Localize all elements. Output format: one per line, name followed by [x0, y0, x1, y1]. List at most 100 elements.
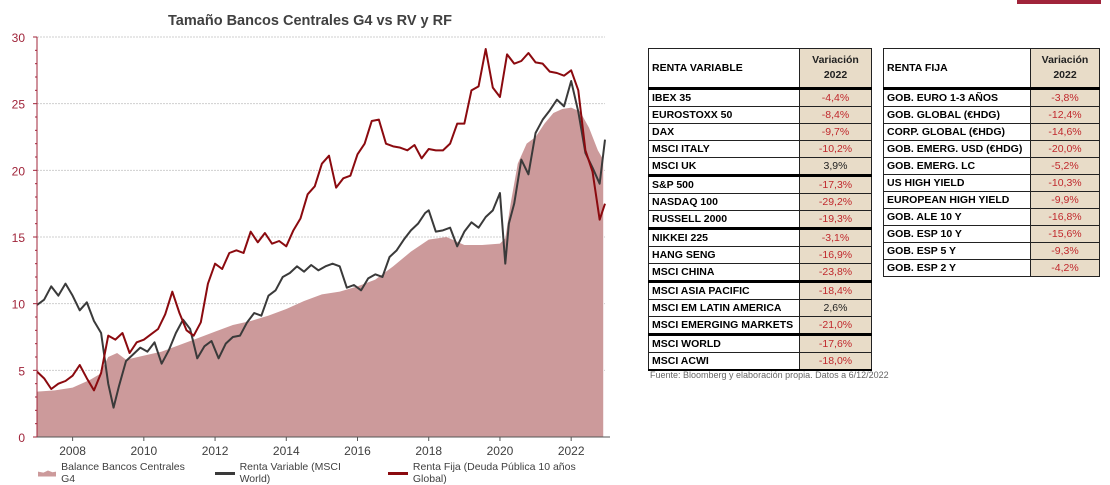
row-value: -19,3% [799, 210, 872, 230]
header-line: Variación [1041, 54, 1089, 66]
table-row: S&P 500 -17,3% [648, 175, 872, 194]
table-row: MSCI ITALY -10,2% [648, 140, 872, 158]
legend-item-renta-variable: Renta Variable (MSCI World) [214, 461, 362, 485]
row-label: GOB. ALE 10 Y [883, 208, 1031, 226]
header-line: 2022 [1053, 69, 1077, 81]
y-tick-label: 25 [12, 98, 26, 112]
table-row: GOB. ESP 10 Y -15,6% [883, 225, 1100, 243]
header-line: Variación [812, 54, 859, 66]
row-value: -21,0% [799, 316, 872, 336]
area-series-balance [37, 107, 604, 438]
legend-swatch-line [214, 471, 235, 475]
row-label: IBEX 35 [648, 88, 800, 107]
column-header-label: RENTA VARIABLE [648, 48, 800, 90]
row-value: -4,2% [1030, 259, 1100, 277]
row-value: -23,8% [799, 263, 872, 283]
legend-swatch-area [38, 470, 57, 477]
row-label: GOB. GLOBAL (€HDG) [883, 106, 1031, 124]
row-value: -15,6% [1030, 225, 1100, 243]
x-tick-label: 2020 [487, 444, 514, 458]
row-value: -20,0% [1030, 140, 1100, 158]
row-value: -10,3% [1030, 174, 1100, 192]
row-label: MSCI CHINA [648, 263, 800, 283]
row-label: GOB. EMERG. USD (€HDG) [883, 140, 1031, 158]
legend-swatch-line [387, 471, 408, 475]
column-header-variation: Variación 2022 [799, 48, 872, 90]
row-label: HANG SENG [648, 246, 800, 264]
table-row: EUROPEAN HIGH YIELD -9,9% [883, 191, 1100, 209]
row-label: GOB. EMERG. LC [883, 157, 1031, 175]
column-header-variation: Variación 2022 [1030, 48, 1100, 90]
row-label: NIKKEI 225 [648, 228, 800, 247]
line-series-renta-fija [36, 48, 606, 392]
table-header-row: RENTA FIJA Variación 2022 [883, 48, 1100, 90]
chart-legend: Balance Bancos Centrales G4 Renta Variab… [38, 461, 620, 485]
row-label: MSCI ACWI [648, 352, 800, 371]
table-row: GOB. ESP 2 Y -4,2% [883, 259, 1100, 277]
row-label: CORP. GLOBAL (€HDG) [883, 123, 1031, 141]
row-label: S&P 500 [648, 175, 800, 194]
table-row: MSCI WORLD -17,6% [648, 334, 872, 353]
row-label: MSCI ASIA PACIFIC [648, 281, 800, 300]
row-value: -9,7% [799, 123, 872, 141]
row-label: NASDAQ 100 [648, 193, 800, 211]
y-tick-label: 30 [12, 31, 26, 45]
table-row: MSCI ACWI -18,0% [648, 352, 872, 371]
table-row: MSCI EM LATIN AMERICA 2,6% [648, 299, 872, 317]
line-chart: 0 5 10 15 20 25 30 2008 2010 2012 2014 2016 2018 2020… [12, 31, 610, 458]
legend-label: Renta Fija (Deuda Pública 10 años Global… [412, 461, 576, 485]
x-tick-label: 2012 [202, 444, 229, 458]
row-value: -8,4% [799, 106, 872, 124]
table-row: GOB. GLOBAL (€HDG) -12,4% [883, 106, 1100, 124]
row-value: -12,4% [1030, 106, 1100, 124]
row-label: RUSSELL 2000 [648, 210, 800, 230]
column-header-label: RENTA FIJA [883, 48, 1031, 90]
table-row: IBEX 35 -4,4% [648, 88, 872, 107]
row-label: EUROSTOXX 50 [648, 106, 800, 124]
row-value: 3,9% [799, 157, 872, 177]
y-tick-label: 15 [12, 231, 26, 245]
row-label: MSCI EM LATIN AMERICA [648, 299, 800, 317]
row-value: -9,3% [1030, 242, 1100, 260]
line-series-renta-variable [36, 80, 606, 409]
row-label: US HIGH YIELD [883, 174, 1031, 192]
row-label: MSCI WORLD [648, 334, 800, 353]
row-value: -5,2% [1030, 157, 1100, 175]
x-tick-label: 2018 [415, 444, 442, 458]
source-note: Fuente: Bloomberg y elaboración propia. … [650, 370, 889, 380]
y-tick-label: 0 [18, 431, 25, 445]
row-value: -9,9% [1030, 191, 1100, 209]
row-value: -18,4% [799, 281, 872, 300]
y-tick-label: 20 [12, 164, 26, 178]
table-row: EUROSTOXX 50 -8,4% [648, 106, 872, 124]
table-row: NASDAQ 100 -29,2% [648, 193, 872, 211]
table-row: US HIGH YIELD -10,3% [883, 174, 1100, 192]
row-label: GOB. ESP 5 Y [883, 242, 1031, 260]
row-value: 2,6% [799, 299, 872, 317]
y-tick-label: 5 [18, 364, 25, 378]
row-value: -18,0% [799, 352, 872, 371]
table-row: MSCI UK 3,9% [648, 157, 872, 177]
row-value: -10,2% [799, 140, 872, 158]
x-tick-label: 2010 [130, 444, 157, 458]
legend-item-renta-fija: Renta Fija (Deuda Pública 10 años Global… [387, 461, 594, 485]
row-label: DAX [648, 123, 800, 141]
row-label: GOB. ESP 10 Y [883, 225, 1031, 243]
row-label: EUROPEAN HIGH YIELD [883, 191, 1031, 209]
row-label: GOB. EURO 1-3 AÑOS [883, 88, 1031, 107]
brand-accent-bar [1017, 0, 1101, 4]
table-row: GOB. EMERG. LC -5,2% [883, 157, 1100, 175]
table-row: RUSSELL 2000 -19,3% [648, 210, 872, 230]
row-value: -29,2% [799, 193, 872, 211]
row-value: -16,9% [799, 246, 872, 264]
legend-item-balance: Balance Bancos Centrales G4 [38, 461, 189, 485]
x-tick-label: 2016 [344, 444, 371, 458]
table-row: GOB. ESP 5 Y -9,3% [883, 242, 1100, 260]
legend-label: Balance Bancos Centrales G4 [61, 461, 185, 485]
table-row: HANG SENG -16,9% [648, 246, 872, 264]
table-header-row: RENTA VARIABLE Variación 2022 [648, 48, 872, 90]
table-row: CORP. GLOBAL (€HDG) -14,6% [883, 123, 1100, 141]
row-label: MSCI UK [648, 157, 800, 177]
renta-fija-table: RENTA FIJA Variación 2022 GOB. EURO 1-3 … [883, 48, 1100, 277]
row-value: -3,1% [799, 228, 872, 247]
